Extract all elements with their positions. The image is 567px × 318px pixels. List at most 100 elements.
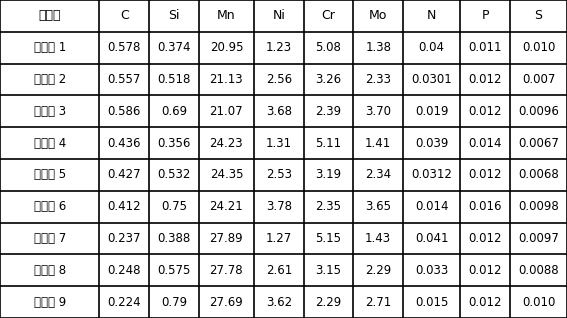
Text: 3.15: 3.15 <box>315 264 341 277</box>
Text: Mn: Mn <box>217 10 236 22</box>
Text: 0.012: 0.012 <box>468 169 502 181</box>
Text: 2.61: 2.61 <box>266 264 292 277</box>
Text: 0.0301: 0.0301 <box>411 73 452 86</box>
Text: 实施例 1: 实施例 1 <box>33 41 66 54</box>
Text: 21.13: 21.13 <box>210 73 243 86</box>
Text: 0.011: 0.011 <box>468 41 502 54</box>
Text: 实施例 8: 实施例 8 <box>33 264 66 277</box>
Text: 1.43: 1.43 <box>365 232 391 245</box>
Text: 0.532: 0.532 <box>157 169 191 181</box>
Text: 0.557: 0.557 <box>108 73 141 86</box>
Text: 0.0067: 0.0067 <box>518 137 559 149</box>
Text: Ni: Ni <box>272 10 285 22</box>
Text: 1.31: 1.31 <box>266 137 292 149</box>
Text: 24.23: 24.23 <box>210 137 243 149</box>
Text: 2.56: 2.56 <box>266 73 292 86</box>
Text: 实施例 2: 实施例 2 <box>33 73 66 86</box>
Text: 3.70: 3.70 <box>365 105 391 118</box>
Text: C: C <box>120 10 129 22</box>
Text: 0.012: 0.012 <box>468 105 502 118</box>
Text: 2.29: 2.29 <box>365 264 391 277</box>
Text: 0.75: 0.75 <box>161 200 187 213</box>
Text: 0.007: 0.007 <box>522 73 555 86</box>
Text: 实施例 3: 实施例 3 <box>33 105 66 118</box>
Text: 0.041: 0.041 <box>415 232 448 245</box>
Text: 3.65: 3.65 <box>365 200 391 213</box>
Text: 1.38: 1.38 <box>365 41 391 54</box>
Text: 2.34: 2.34 <box>365 169 391 181</box>
Text: 3.78: 3.78 <box>266 200 292 213</box>
Text: 实施例 6: 实施例 6 <box>33 200 66 213</box>
Text: 0.412: 0.412 <box>108 200 141 213</box>
Text: 3.68: 3.68 <box>266 105 292 118</box>
Text: Cr: Cr <box>321 10 336 22</box>
Text: 0.518: 0.518 <box>157 73 191 86</box>
Text: 27.69: 27.69 <box>210 296 243 308</box>
Text: 实施例: 实施例 <box>39 10 61 22</box>
Text: 0.0312: 0.0312 <box>411 169 452 181</box>
Text: 0.012: 0.012 <box>468 264 502 277</box>
Text: 0.79: 0.79 <box>161 296 187 308</box>
Text: 5.08: 5.08 <box>316 41 341 54</box>
Text: 3.62: 3.62 <box>266 296 292 308</box>
Text: 24.35: 24.35 <box>210 169 243 181</box>
Text: 0.012: 0.012 <box>468 73 502 86</box>
Text: 0.0068: 0.0068 <box>518 169 559 181</box>
Text: 0.012: 0.012 <box>468 296 502 308</box>
Text: 0.0098: 0.0098 <box>518 200 559 213</box>
Text: N: N <box>427 10 437 22</box>
Text: 0.374: 0.374 <box>157 41 191 54</box>
Text: 2.39: 2.39 <box>315 105 341 118</box>
Text: 2.33: 2.33 <box>365 73 391 86</box>
Text: 20.95: 20.95 <box>210 41 243 54</box>
Text: 2.71: 2.71 <box>365 296 391 308</box>
Text: 0.427: 0.427 <box>108 169 141 181</box>
Text: Mo: Mo <box>369 10 387 22</box>
Text: 实施例 9: 实施例 9 <box>33 296 66 308</box>
Text: 0.039: 0.039 <box>415 137 448 149</box>
Text: 0.586: 0.586 <box>108 105 141 118</box>
Text: S: S <box>535 10 543 22</box>
Text: 0.0097: 0.0097 <box>518 232 559 245</box>
Text: 0.010: 0.010 <box>522 296 555 308</box>
Text: 0.224: 0.224 <box>108 296 141 308</box>
Text: 2.53: 2.53 <box>266 169 292 181</box>
Text: 3.26: 3.26 <box>315 73 341 86</box>
Text: 2.29: 2.29 <box>315 296 342 308</box>
Text: 0.0088: 0.0088 <box>518 264 558 277</box>
Text: 实施例 7: 实施例 7 <box>33 232 66 245</box>
Text: 5.11: 5.11 <box>315 137 341 149</box>
Text: 5.15: 5.15 <box>315 232 341 245</box>
Text: 0.0096: 0.0096 <box>518 105 559 118</box>
Text: 0.015: 0.015 <box>415 296 448 308</box>
Text: 0.69: 0.69 <box>161 105 187 118</box>
Text: 0.388: 0.388 <box>158 232 191 245</box>
Text: 0.248: 0.248 <box>108 264 141 277</box>
Text: 1.41: 1.41 <box>365 137 391 149</box>
Text: 1.23: 1.23 <box>266 41 292 54</box>
Text: 2.35: 2.35 <box>315 200 341 213</box>
Text: 1.27: 1.27 <box>266 232 292 245</box>
Text: 0.033: 0.033 <box>415 264 448 277</box>
Text: 0.019: 0.019 <box>415 105 448 118</box>
Text: 0.010: 0.010 <box>522 41 555 54</box>
Text: 0.578: 0.578 <box>108 41 141 54</box>
Text: P: P <box>481 10 489 22</box>
Text: 0.014: 0.014 <box>468 137 502 149</box>
Text: 0.436: 0.436 <box>108 137 141 149</box>
Text: 0.356: 0.356 <box>157 137 191 149</box>
Text: 0.575: 0.575 <box>157 264 191 277</box>
Text: 0.016: 0.016 <box>468 200 502 213</box>
Text: 3.19: 3.19 <box>315 169 341 181</box>
Text: 21.07: 21.07 <box>210 105 243 118</box>
Text: 27.89: 27.89 <box>210 232 243 245</box>
Text: Si: Si <box>168 10 180 22</box>
Text: 0.04: 0.04 <box>418 41 445 54</box>
Text: 27.78: 27.78 <box>210 264 243 277</box>
Text: 0.237: 0.237 <box>108 232 141 245</box>
Text: 实施例 4: 实施例 4 <box>33 137 66 149</box>
Text: 0.012: 0.012 <box>468 232 502 245</box>
Text: 24.21: 24.21 <box>210 200 243 213</box>
Text: 实施例 5: 实施例 5 <box>33 169 66 181</box>
Text: 0.014: 0.014 <box>415 200 448 213</box>
